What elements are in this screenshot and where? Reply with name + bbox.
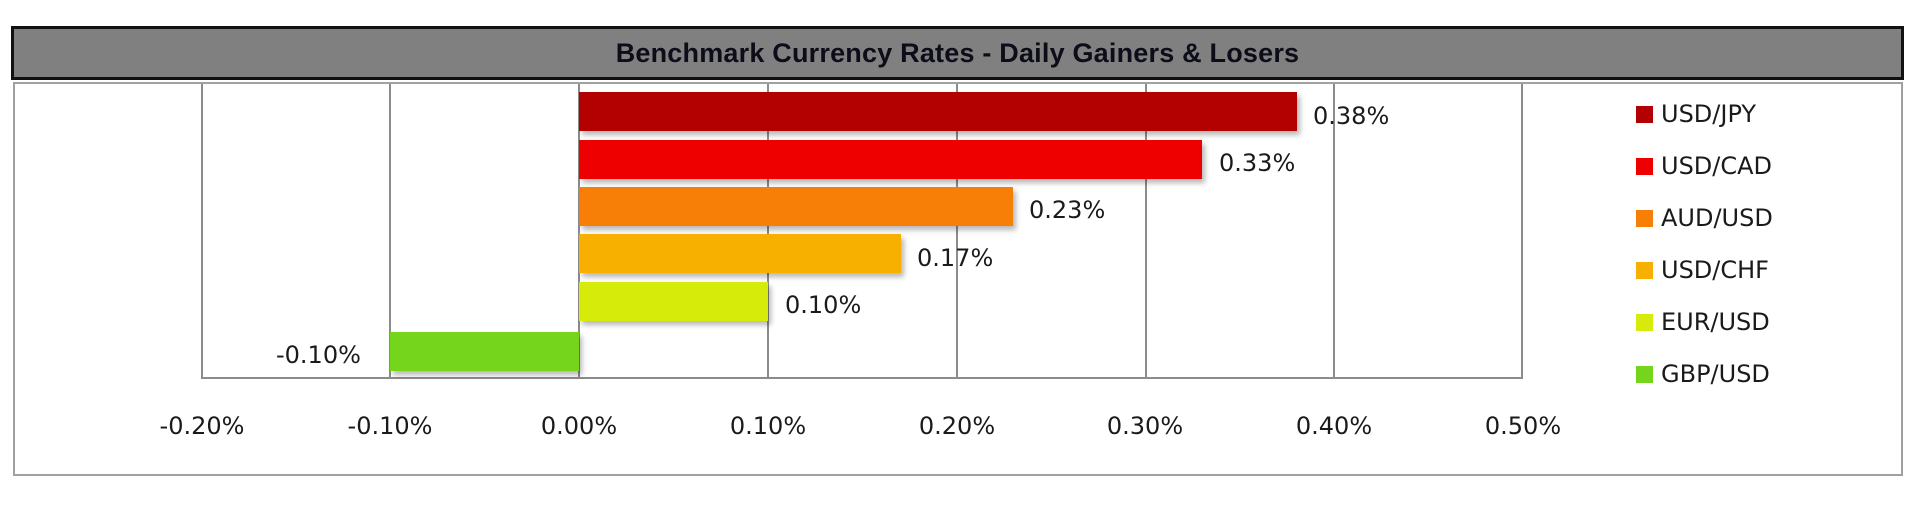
bar-aud-usd xyxy=(579,187,1013,226)
x-tick-label: 0.40% xyxy=(1295,412,1373,440)
data-label-eur-usd: 0.10% xyxy=(785,291,862,319)
bar-gbp-usd xyxy=(390,332,579,371)
plot-area xyxy=(201,84,1523,379)
legend-item-usd-jpy: USD/JPY xyxy=(1636,102,1756,126)
x-tick-label: -0.10% xyxy=(347,412,433,440)
legend-swatch-icon xyxy=(1636,157,1653,175)
gridline-0-10 xyxy=(767,84,769,379)
legend-item-usd-chf: USD/CHF xyxy=(1636,258,1769,282)
legend-swatch-icon xyxy=(1636,209,1653,227)
gridline-0-30 xyxy=(1145,84,1147,379)
x-tick-label: 0.50% xyxy=(1484,412,1562,440)
legend-item-eur-usd: EUR/USD xyxy=(1636,310,1770,334)
x-tick-label: 0.30% xyxy=(1106,412,1184,440)
chart-title-bar: Benchmark Currency Rates - Daily Gainers… xyxy=(11,26,1904,80)
data-label-aud-usd: 0.23% xyxy=(1029,196,1106,224)
bar-usd-chf xyxy=(579,234,901,273)
bar-usd-cad xyxy=(579,140,1202,179)
bar-eur-usd xyxy=(579,282,768,321)
x-tick-label: 0.00% xyxy=(540,412,618,440)
data-label-usd-chf: 0.17% xyxy=(917,244,994,272)
bar-usd-jpy xyxy=(579,92,1297,131)
x-tick-label: 0.20% xyxy=(918,412,996,440)
data-label-gbp-usd: -0.10% xyxy=(276,341,361,369)
legend-swatch-icon xyxy=(1636,365,1653,383)
x-tick-label: 0.10% xyxy=(729,412,807,440)
data-label-usd-cad: 0.33% xyxy=(1219,149,1296,177)
gridline-0-00 xyxy=(578,84,580,379)
chart-title: Benchmark Currency Rates - Daily Gainers… xyxy=(615,37,1300,68)
legend-swatch-icon xyxy=(1636,105,1653,123)
legend-swatch-icon xyxy=(1636,261,1653,279)
legend-swatch-icon xyxy=(1636,313,1653,331)
legend-item-gbp-usd: GBP/USD xyxy=(1636,362,1770,386)
data-label-usd-jpy: 0.38% xyxy=(1313,102,1390,130)
gridline-0-20 xyxy=(956,84,958,379)
legend-item-usd-cad: USD/CAD xyxy=(1636,154,1772,178)
gridline-neg-0-10 xyxy=(389,84,391,379)
x-tick-label: -0.20% xyxy=(159,412,245,440)
gridline-0-40 xyxy=(1333,84,1335,379)
legend-item-aud-usd: AUD/USD xyxy=(1636,206,1773,230)
